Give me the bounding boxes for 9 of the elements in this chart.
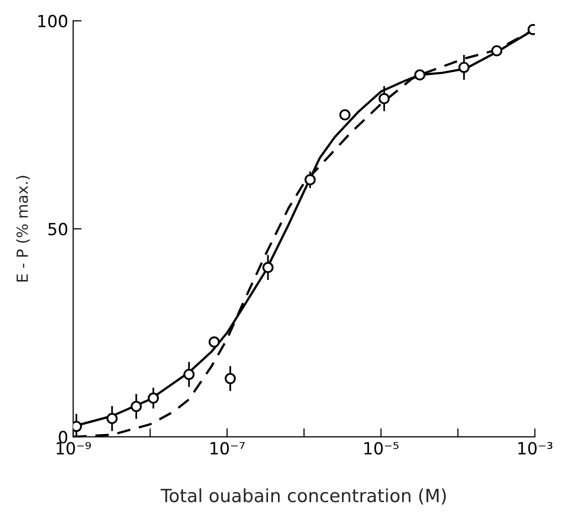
x-tick-label: 10⁻⁹ <box>56 442 91 455</box>
x-axis-title: Total ouabain concentration (M) <box>160 488 446 504</box>
y-axis-title: E - P (% max.) <box>16 176 30 282</box>
x-tick-label: 10⁻³ <box>518 442 552 455</box>
y-tick-label: 0 <box>58 430 68 444</box>
x-tick-label: 10⁻⁵ <box>364 442 399 455</box>
y-tick-label: 100 <box>38 14 68 28</box>
y-tick-label: 50 <box>48 222 68 236</box>
x-tick-label: 10⁻⁷ <box>210 442 245 455</box>
